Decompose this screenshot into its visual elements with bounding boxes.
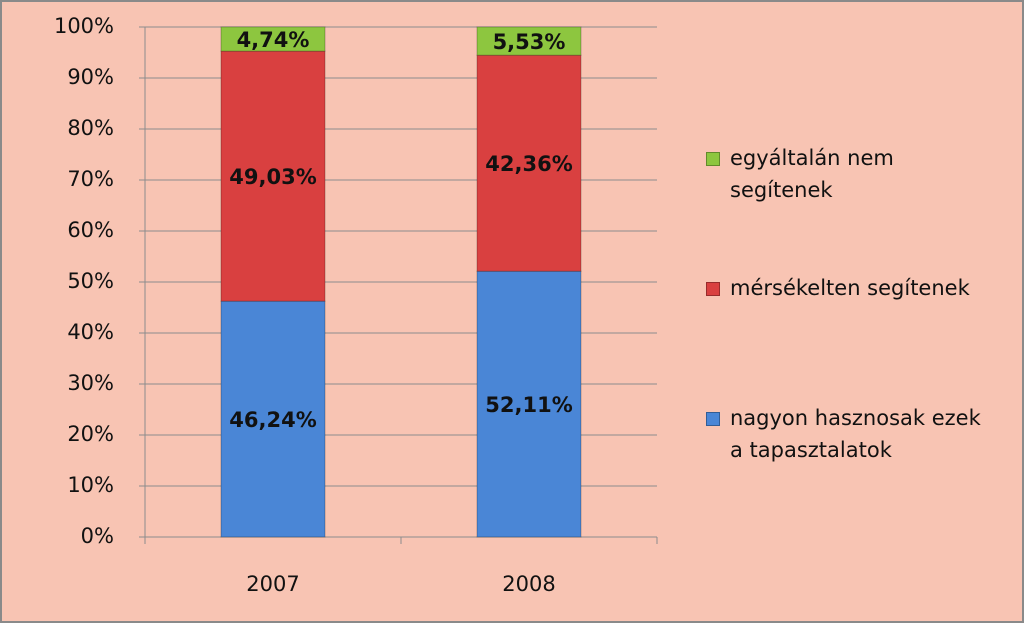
y-tick-label: 30% — [67, 371, 114, 395]
legend-item: egyáltalán nem segítenek — [706, 142, 1006, 272]
legend-label: nagyon hasznosak ezek a tapasztalatok — [730, 406, 981, 462]
value-label: 49,03% — [229, 165, 316, 189]
y-tick-label: 50% — [67, 269, 114, 293]
bar-segment — [220, 50, 326, 302]
legend-swatch — [706, 152, 720, 166]
y-tick-label: 10% — [67, 473, 114, 497]
legend-swatch — [706, 282, 720, 296]
y-tick-label: 20% — [67, 422, 114, 446]
bar-segment — [476, 26, 582, 56]
bar-segment — [476, 270, 582, 538]
y-tick-label: 0% — [81, 524, 114, 548]
x-tick-label: 2008 — [502, 572, 555, 596]
legend-swatch — [706, 412, 720, 426]
value-label: 42,36% — [485, 152, 572, 176]
y-tick-label: 70% — [67, 167, 114, 191]
y-tick-label: 40% — [67, 320, 114, 344]
legend: egyáltalán nem segítenek mérsékelten segí… — [706, 142, 1006, 532]
y-tick-label: 100% — [54, 14, 114, 38]
bar-segment — [476, 54, 582, 272]
legend-item: mérsékelten segítenek — [706, 272, 1006, 402]
legend-item: nagyon hasznosak ezek a tapasztalatok — [706, 402, 1006, 532]
value-label: 46,24% — [229, 408, 316, 432]
value-label: 4,74% — [237, 28, 310, 52]
bar-segment — [220, 300, 326, 538]
y-tick-label: 60% — [67, 218, 114, 242]
legend-label: egyáltalán nem segítenek — [730, 146, 894, 202]
y-tick-label: 80% — [67, 116, 114, 140]
bar-segment — [220, 26, 326, 52]
legend-label: mérsékelten segítenek — [730, 276, 970, 300]
y-tick-label: 90% — [67, 65, 114, 89]
value-label: 52,11% — [485, 393, 572, 417]
value-label: 5,53% — [493, 30, 566, 54]
x-tick-label: 2007 — [246, 572, 299, 596]
